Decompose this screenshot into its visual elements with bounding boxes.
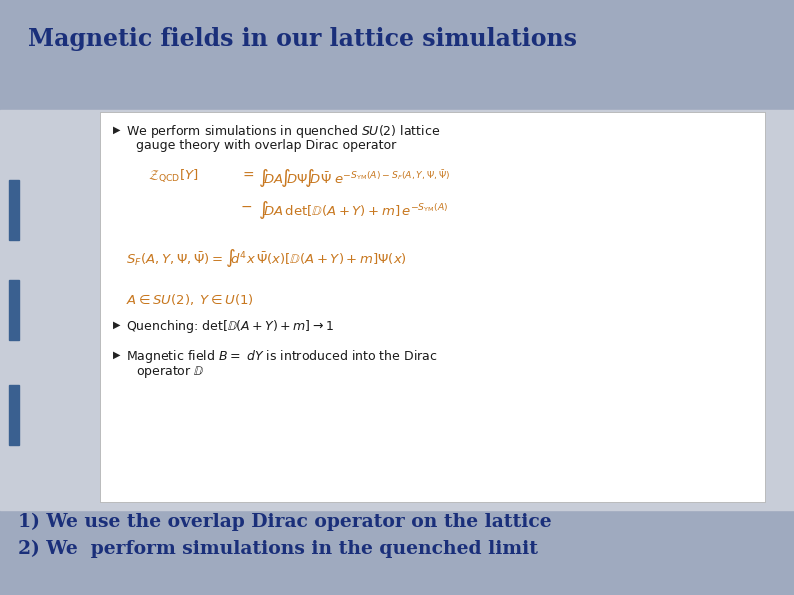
Text: ▶: ▶	[113, 350, 121, 360]
Bar	[9, 180, 19, 240]
FancyBboxPatch shape	[100, 112, 765, 502]
Text: $-$: $-$	[240, 199, 252, 213]
Text: $A \in SU(2),\; Y \in U(1)$: $A \in SU(2),\; Y \in U(1)$	[126, 292, 254, 307]
Text: 1) We use the overlap Dirac operator on the lattice: 1) We use the overlap Dirac operator on …	[18, 513, 552, 531]
Text: operator $\mathbb{D}$: operator $\mathbb{D}$	[136, 364, 205, 380]
Bar	[9, 280, 19, 340]
Text: Magnetic field $\mathit{B{=}\ dY}$ is introduced into the Dirac: Magnetic field $\mathit{B{=}\ dY}$ is in…	[126, 348, 437, 365]
Text: $\int\!\! DA\!\int\!\! D\Psi\!\int\!\! D\bar{\Psi}\; e^{-S_\mathrm{YM}(A)-S_F(A,: $\int\!\! DA\!\int\!\! D\Psi\!\int\!\! D…	[258, 167, 450, 189]
Text: ▶: ▶	[113, 320, 121, 330]
Text: gauge theory with overlap Dirac operator: gauge theory with overlap Dirac operator	[136, 139, 396, 152]
Bar	[0, 110, 794, 510]
Text: $=$: $=$	[240, 167, 255, 181]
Text: Quenching: $\mathrm{det}[\mathbb{D}(A+Y)+m]\rightarrow 1$: Quenching: $\mathrm{det}[\mathbb{D}(A+Y)…	[126, 318, 333, 335]
Text: $\int\!\! DA\,\mathrm{det}[\mathbb{D}(A+Y)+m]\,e^{-S_\mathrm{YM}(A)}$: $\int\!\! DA\,\mathrm{det}[\mathbb{D}(A+…	[258, 199, 449, 221]
Text: Magnetic fields in our lattice simulations: Magnetic fields in our lattice simulatio…	[28, 27, 577, 51]
Text: $S_F(A,Y,\Psi,\bar{\Psi}) = \int\!\! d^4x\,\bar{\Psi}(x)[\mathbb{D}(A+Y)+m]\Psi(: $S_F(A,Y,\Psi,\bar{\Psi}) = \int\!\! d^4…	[126, 247, 407, 269]
Text: ▶: ▶	[113, 125, 121, 135]
Text: 2) We  perform simulations in the quenched limit: 2) We perform simulations in the quenche…	[18, 540, 538, 558]
Bar	[9, 385, 19, 445]
Text: We perform simulations in quenched $\mathit{SU}(2)$ lattice: We perform simulations in quenched $\mat…	[126, 123, 440, 140]
Text: $\mathcal{Z}_\mathrm{QCD}[Y]$: $\mathcal{Z}_\mathrm{QCD}[Y]$	[148, 167, 198, 184]
